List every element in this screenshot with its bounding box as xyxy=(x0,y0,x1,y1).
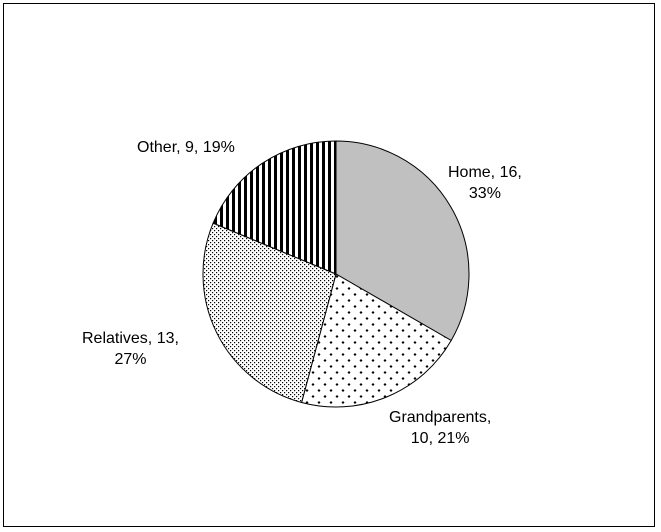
chart-area: Home, 16, 33% Grandparents, 10, 21% Rela… xyxy=(3,3,655,527)
slice-label-other: Other, 9, 19% xyxy=(137,139,235,156)
pie-slice-relatives xyxy=(202,222,337,404)
pie-slice-grandparents xyxy=(300,273,452,408)
slice-label-grandparents: Grandparents, 10, 21% xyxy=(389,409,492,447)
pie-slice-other xyxy=(212,140,337,275)
slice-label-home: Home, 16, 33% xyxy=(448,164,522,202)
pie-chart xyxy=(202,140,470,408)
slice-label-relatives: Relatives, 13, 27% xyxy=(82,330,179,368)
pie-slice-home xyxy=(335,140,470,342)
